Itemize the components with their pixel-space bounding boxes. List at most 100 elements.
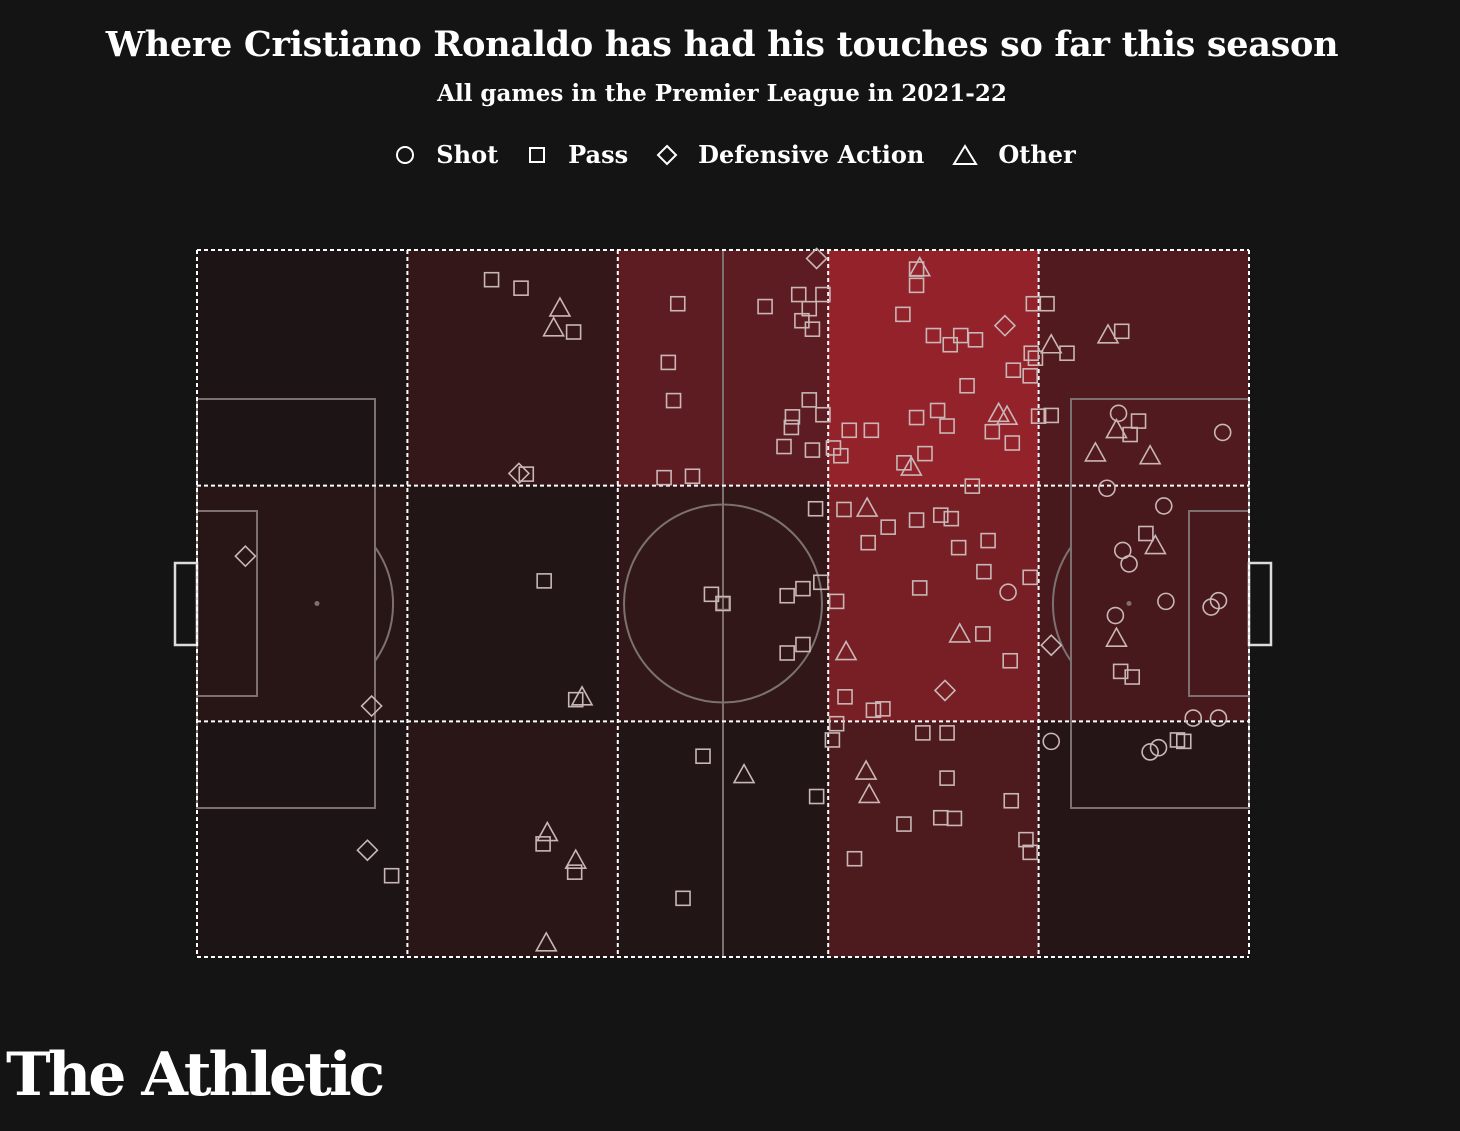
right-penalty-spot (1126, 601, 1132, 606)
heat-zone-r1-c0 (197, 485, 408, 722)
heat-zone-r2-c3 (828, 721, 1039, 957)
touch-square-64 (1130, 413, 1147, 429)
touch-square-91 (865, 702, 882, 719)
touch-square-22 (784, 409, 801, 425)
heat-zone-r2-c4 (1038, 721, 1249, 957)
centre-spot (716, 596, 730, 611)
touch-square-74 (908, 512, 925, 528)
touch-circle-62 (1109, 404, 1128, 423)
legend-item-defensive-action: Defensive Action (656, 140, 924, 169)
touch-square-38 (959, 377, 975, 394)
touch-square-87 (1002, 652, 1018, 669)
touch-square-8 (660, 354, 677, 371)
heat-zone-r0-c4 (1038, 250, 1249, 486)
touch-triangle-57 (1039, 333, 1063, 354)
heat-zone-r2-c0 (197, 721, 408, 957)
touch-diamond-5 (507, 462, 531, 485)
right-goal (1247, 561, 1273, 647)
chart-subtitle: All games in the Premier League in 2021-… (437, 80, 1007, 107)
touch-square-34 (942, 336, 959, 353)
left-penalty-spot (314, 601, 320, 606)
touch-triangle-27 (908, 256, 932, 277)
touch-square-46 (984, 423, 1001, 440)
touch-square-13 (757, 298, 773, 315)
touch-square-14 (790, 286, 807, 303)
square-icon (529, 146, 546, 163)
touch-square-4 (565, 324, 582, 340)
touch-circle-111 (1042, 732, 1061, 751)
touch-triangle-55 (1096, 323, 1120, 344)
touch-square-11 (684, 468, 701, 485)
touch-square-47 (1004, 435, 1021, 451)
touch-square-18 (804, 321, 821, 337)
touch-circle-100 (1157, 592, 1175, 611)
touch-circle-148 (1141, 743, 1159, 761)
touch-square-136 (846, 850, 863, 867)
touch-triangle-2 (548, 296, 572, 317)
touch-square-6 (518, 466, 535, 482)
touch-square-31 (925, 327, 942, 344)
touch-circle-110 (1149, 738, 1168, 757)
touch-square-106 (1124, 669, 1141, 685)
touch-square-117 (715, 595, 731, 612)
touch-square-134 (1018, 831, 1034, 848)
touch-square-20 (815, 406, 831, 423)
touch-circle-102 (1202, 598, 1220, 616)
touch-square-77 (860, 534, 876, 551)
touch-square-33 (967, 331, 984, 348)
touch-square-144 (566, 864, 583, 880)
heat-zone-r0-c3 (828, 250, 1039, 486)
touch-square-140 (675, 890, 691, 907)
heat-zone-r0-c1 (407, 250, 618, 486)
touch-triangle-50 (899, 455, 923, 476)
touch-square-80 (976, 563, 992, 580)
touch-square-133 (896, 816, 912, 832)
touch-square-21 (783, 419, 800, 436)
touch-square-35 (1005, 362, 1022, 378)
the-athletic-logo: The Athletic (6, 1040, 385, 1110)
touch-circle-109 (1209, 709, 1228, 727)
circle-icon (396, 145, 415, 164)
touch-square-132 (946, 810, 963, 827)
diamond-icon (656, 144, 678, 165)
touch-square-36 (1023, 345, 1040, 362)
touch-square-43 (939, 418, 955, 434)
touch-square-71 (836, 501, 852, 518)
touch-square-16 (815, 286, 831, 303)
touch-circle-69 (1098, 479, 1116, 498)
touch-triangle-72 (855, 496, 879, 517)
touch-triangle-122 (570, 685, 594, 706)
touch-triangle-104 (1105, 626, 1128, 647)
touch-square-79 (980, 532, 996, 549)
touch-circle-83 (999, 583, 1017, 601)
touch-square-121 (567, 691, 584, 708)
touch-square-96 (1138, 525, 1154, 542)
touch-square-114 (795, 580, 811, 597)
touch-square-115 (779, 587, 795, 604)
touch-circle-108 (1184, 709, 1203, 727)
touch-triangle-139 (732, 762, 756, 784)
touch-square-17 (794, 312, 810, 329)
touch-square-142 (535, 836, 551, 852)
touch-circle-95 (1154, 497, 1173, 515)
heat-zone-r2-c1 (407, 721, 618, 957)
centre-circle (623, 503, 823, 704)
touch-square-29 (895, 306, 911, 323)
touch-square-84 (1022, 569, 1038, 586)
touch-square-37 (1022, 368, 1038, 384)
legend-label-defensive-action: Defensive Action (698, 140, 925, 169)
touch-triangle-145 (534, 931, 558, 952)
triangle-icon (952, 143, 979, 165)
touch-square-116 (703, 586, 720, 603)
touch-square-81 (911, 580, 928, 596)
touch-square-28 (908, 277, 925, 294)
touch-square-42 (929, 402, 946, 419)
touch-square-56 (1113, 323, 1130, 340)
touch-square-137 (808, 788, 825, 805)
touch-square-118 (795, 636, 811, 653)
touch-square-1 (513, 280, 529, 296)
touch-diamond-89 (933, 679, 957, 702)
chart-title: Where Cristiano Ronaldo has had his touc… (105, 24, 1339, 65)
touch-square-92 (875, 701, 891, 717)
touch-circle-103 (1106, 606, 1125, 625)
